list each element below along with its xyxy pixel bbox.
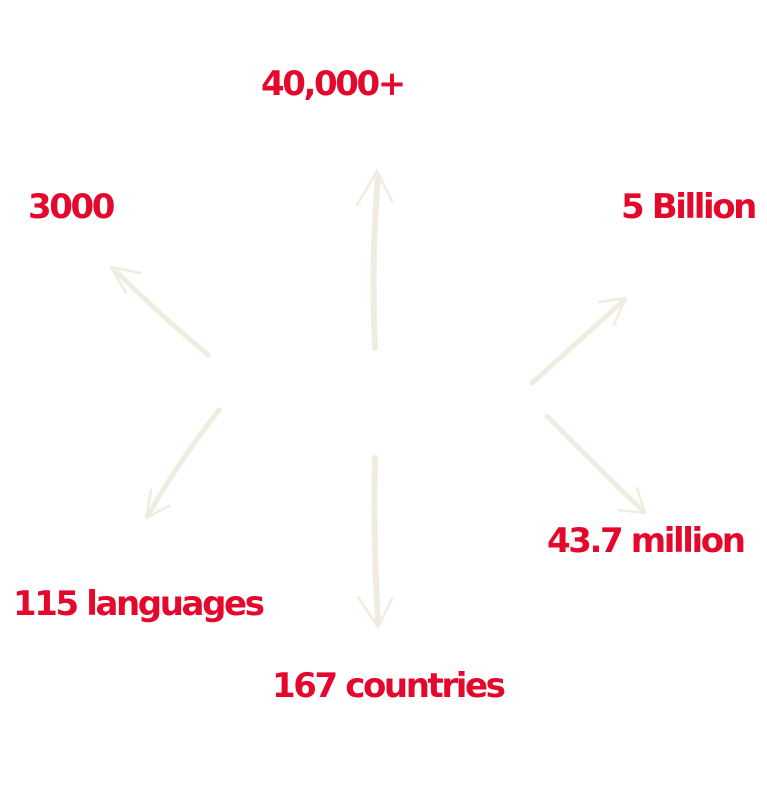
stat-bottom-left-value: 115 languages	[13, 584, 265, 624]
arrow-down-icon	[356, 455, 394, 629]
stat-top-right-value: 5 Billion	[621, 187, 757, 227]
stat-bottom-value: 167 countries	[272, 666, 506, 706]
stat-top-left-value: 3000	[28, 187, 115, 227]
stat-bottom-right-value: 43.7 million	[547, 521, 746, 561]
arrow-up-right-icon	[529, 296, 628, 386]
arrow-up-left-icon	[109, 265, 211, 358]
arrow-down-right-icon	[544, 413, 647, 515]
arrow-up-icon	[355, 169, 394, 351]
arrow-down-left-icon	[144, 407, 222, 520]
stat-top-value: 40,000+	[261, 64, 406, 104]
